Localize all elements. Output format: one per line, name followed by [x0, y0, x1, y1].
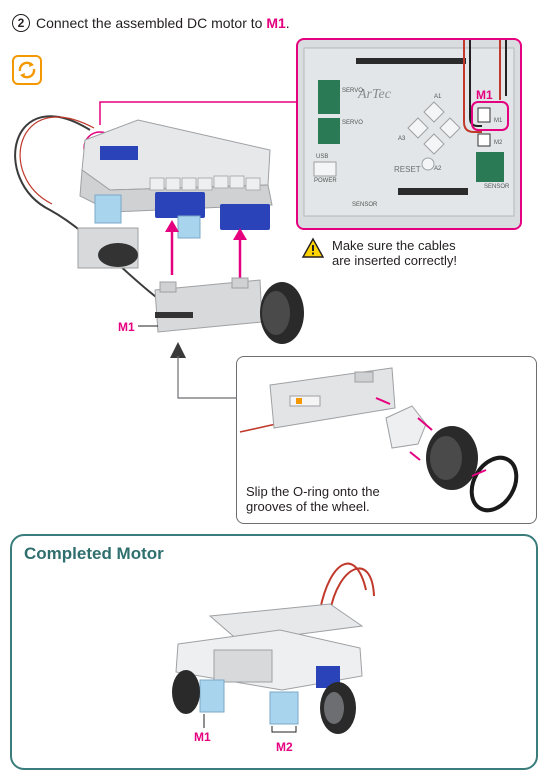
- step-instruction: Connect the assembled DC motor to M1.: [36, 15, 290, 31]
- motor-label-m1: M1: [118, 320, 135, 334]
- warning-line-1: Make sure the cables: [332, 238, 456, 253]
- svg-text:A3: A3: [398, 136, 406, 142]
- svg-text:M1: M1: [494, 118, 503, 124]
- svg-text:SENSOR: SENSOR: [352, 202, 378, 208]
- board-port-m1-callout: M1: [476, 88, 493, 102]
- step-number: 2: [12, 14, 30, 32]
- completed-label-m1: M1: [194, 730, 211, 744]
- oring-caption-line-1: Slip the O-ring onto the: [246, 484, 380, 499]
- oring-caption-line-2: grooves of the wheel.: [246, 499, 370, 514]
- cable-warning: Make sure the cables are inserted correc…: [301, 237, 457, 268]
- oring-caption: Slip the O-ring onto the grooves of the …: [246, 484, 380, 514]
- svg-text:A1: A1: [434, 94, 442, 100]
- svg-text:A2: A2: [434, 166, 442, 172]
- step-header: 2 Connect the assembled DC motor to M1.: [12, 12, 290, 34]
- step-instruction-suffix: .: [285, 15, 290, 31]
- svg-text:SERVO: SERVO: [342, 120, 363, 126]
- completed-label-m2: M2: [276, 740, 293, 754]
- step-instruction-prefix: Connect the assembled DC motor to: [36, 15, 267, 31]
- controller-board-closeup: ArTec RESET SERVO SERVO SENSOR SENSOR US…: [296, 38, 522, 230]
- warning-icon: [301, 237, 325, 258]
- completed-motor-title: Completed Motor: [24, 544, 164, 563]
- warning-line-2: are inserted correctly!: [332, 253, 457, 268]
- repeat-icon: [12, 55, 42, 85]
- svg-text:ArTec: ArTec: [357, 87, 392, 102]
- svg-text:M2: M2: [494, 140, 503, 146]
- svg-text:RESET: RESET: [394, 165, 421, 174]
- svg-text:POWER: POWER: [314, 178, 337, 184]
- step-instruction-port: M1: [266, 15, 286, 31]
- svg-text:SERVO: SERVO: [342, 88, 363, 94]
- svg-text:SENSOR: SENSOR: [484, 184, 510, 190]
- svg-text:USB: USB: [316, 154, 328, 160]
